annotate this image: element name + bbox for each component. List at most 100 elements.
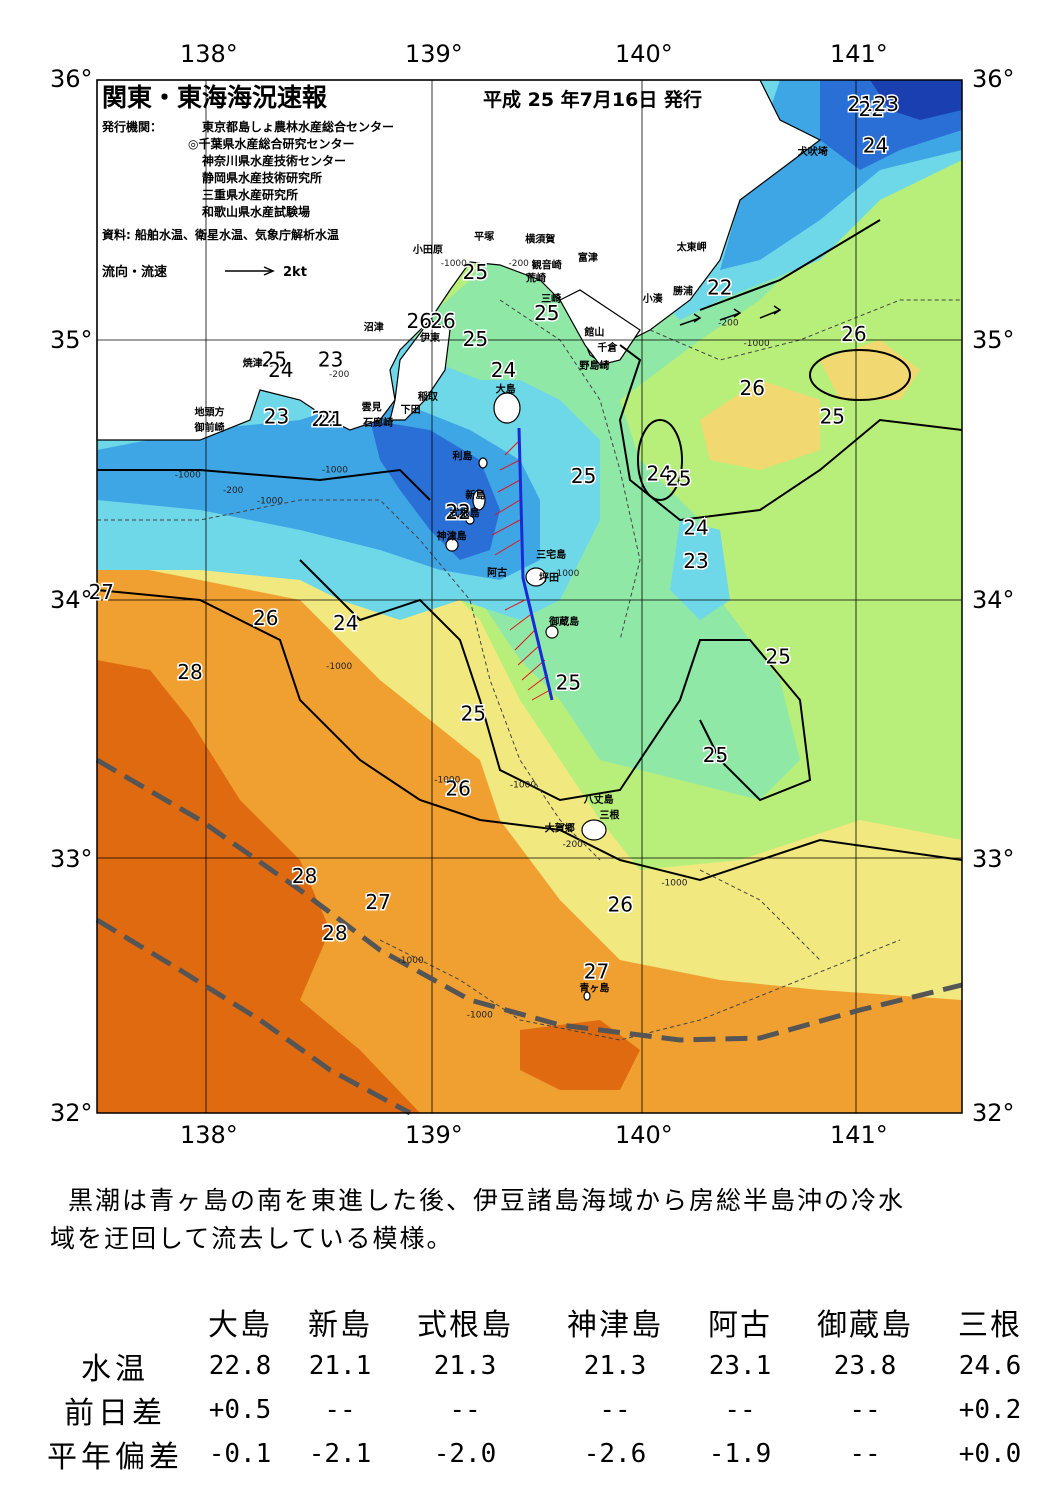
mikurajima-island [545,625,559,639]
temperature-label: 27 [89,580,114,604]
temperature-label: 22 [445,500,470,524]
lat-tick-right: 34° [972,586,1015,614]
place-name-label: 雲見 [362,402,382,414]
lat-tick-left: 35° [50,326,93,354]
table-cell: -- [849,1439,881,1469]
place-name-label: 犬吠埼 [798,145,828,158]
temperature-label: 27 [365,890,390,914]
boso-peninsula [559,289,641,366]
kuroshio-axis-north [95,757,963,1043]
temperature-label: 26 [445,776,470,800]
temperature-label: 28 [177,660,202,684]
temp-zone-26-east [700,380,820,470]
table-cell: -2.1 [308,1439,372,1469]
oshima-island [493,392,521,424]
hachijojima-island [581,819,607,841]
station-name: 式根島 [417,1308,513,1343]
temp-zone-22 [370,420,500,560]
current-vectors [491,439,551,701]
place-name-label: 御前崎 [194,421,225,434]
table-cell: +0.5 [208,1395,272,1425]
sea-temperature-map: 138° 139° 140° 141° 138° 139° 140° 141° … [50,40,1015,1149]
depth-label: -200 [718,318,739,328]
lon-tick-bottom: 140° [615,1121,673,1149]
ship-track [517,427,554,701]
kuroshio-axis [95,757,963,1116]
place-name-label: 荒崎 [525,271,546,284]
depth-label: -200 [508,259,529,269]
temperature-label: 26 [739,376,764,400]
temperature-label: 26 [253,606,278,630]
lon-tick-top: 141° [830,40,888,68]
place-name-label: 小田原 [412,243,443,256]
table-cell: -- [599,1395,631,1425]
temperature-label: 27 [584,960,609,984]
lat-tick-right: 33° [972,845,1015,873]
temperature-label: 24 [491,358,516,382]
honshu-coast [96,79,822,441]
table-row-anomaly: 平年偏差 -0.1 -2.1 -2.0 -2.6 -1.9 -- +0.0 [40,1432,1040,1476]
temperature-label: 25 [461,702,486,726]
place-name-label: 式根島 [450,506,480,519]
station-name: 大島 [208,1308,272,1343]
place-name-label: 富津 [578,251,598,264]
kuroshio-axis-south [95,917,412,1116]
station-name: 阿古 [708,1308,772,1343]
temperature-label: 26 [841,322,866,346]
temperature-label: 21 [848,92,873,116]
temperature-label: 26 [608,893,633,917]
depth-label: -1000 [553,569,579,579]
temperature-label: 28 [322,921,347,945]
issue-date: 平成 25 年7月16日 発行 [483,88,702,111]
temperature-label: 24 [268,358,293,382]
row-label: 水温 [81,1352,149,1387]
data-sources: 資料: 船舶水温、衛星水温、気象庁解析水温 [102,227,339,242]
place-name-label: 阿古 [487,566,507,579]
toshima-island [478,457,488,469]
table-cell: 21.3 [583,1351,647,1381]
temperature-label: 24 [333,611,358,635]
izu-peninsula [389,319,451,421]
place-name-label: 大島 [496,383,516,396]
table-cell: -1.9 [708,1439,772,1469]
place-name-label: 石廊崎 [362,416,393,429]
place-name-label: 沼津 [364,321,384,334]
station-name: 御蔵島 [817,1308,913,1343]
temperature-label: 24 [646,461,671,485]
place-name-label: 御蔵島 [548,615,579,628]
publisher-name: 東京都島しょ農林水産総合センター [202,119,394,134]
place-name-label: 千倉 [597,341,618,354]
place-name-label: 青ヶ島 [579,982,609,995]
temperature-label: 25 [556,671,581,695]
place-name-label: 新島 [465,488,485,501]
temp-zone-28 [97,560,962,1113]
place-name-label: 太東岬 [676,240,707,253]
table-cell: +0.0 [958,1439,1022,1469]
temperature-label: 23 [874,92,899,116]
table-cell: -- [724,1395,756,1425]
temperature-label: 25 [571,464,596,488]
temperature-label: 25 [820,405,845,429]
depth-label: -1000 [175,471,201,481]
table-cell: 24.6 [958,1351,1022,1381]
temp-zone-26-ne [820,340,920,400]
depth-label: -200 [329,370,350,380]
place-name-label: 伊東 [419,331,440,344]
table-cell: 22.8 [208,1351,272,1381]
place-name-label: 観音崎 [532,259,562,272]
temperature-label: 22 [858,97,883,121]
current-legend-arrowhead [263,266,275,276]
temperature-label: 25 [534,301,559,325]
lon-tick-top: 138° [180,40,238,68]
depth-label: -1000 [467,1010,493,1020]
axis-labels: 138° 139° 140° 141° 138° 139° 140° 141° … [50,40,1015,1149]
temperature-label: 25 [262,348,287,372]
place-name-label: 三根 [600,809,620,822]
summary-line-1: 黒潮は青ヶ島の南を東進した後、伊豆諸島海域から房総半島沖の冷水 [68,1186,906,1215]
station-name: 新島 [308,1308,372,1343]
map-header: 関東・東海海況速報 平成 25 年7月16日 発行 発行機関： 東京都島しょ農林… [101,83,702,280]
table-cell: -- [324,1395,356,1425]
place-name-label: 三崎 [541,292,561,305]
table-corner [40,1300,190,1344]
